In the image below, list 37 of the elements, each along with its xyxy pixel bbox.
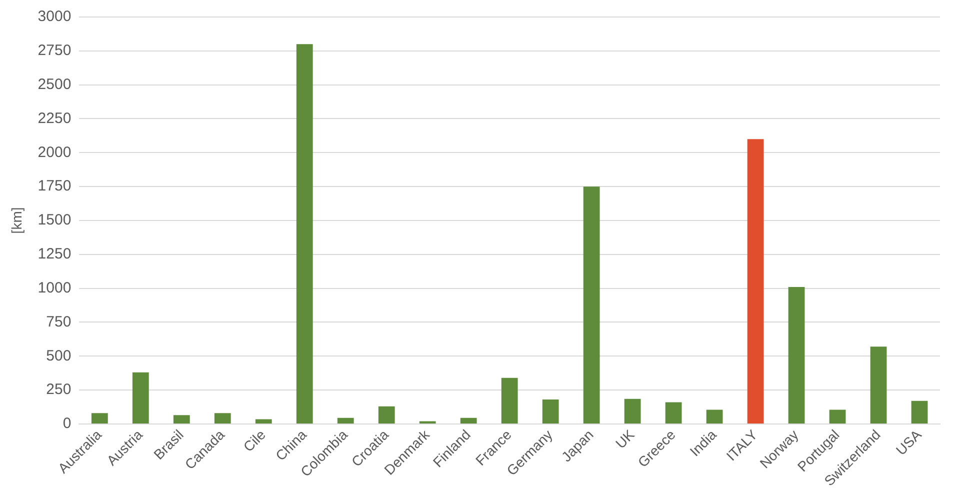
y-tick-label: 750 <box>46 313 72 330</box>
bar <box>337 418 354 424</box>
y-tick-label: 1250 <box>38 246 72 263</box>
y-tick-label: 2000 <box>38 144 72 161</box>
y-tick-label: 0 <box>62 415 72 432</box>
bar <box>255 419 272 424</box>
bar <box>665 402 682 424</box>
bar <box>624 398 641 424</box>
bar <box>870 346 887 424</box>
bar <box>829 410 846 424</box>
bar <box>706 410 723 424</box>
y-tick-label: 1000 <box>38 279 72 296</box>
bar <box>788 286 805 424</box>
bar <box>378 406 395 424</box>
bar <box>132 372 149 424</box>
y-tick-label: 500 <box>46 347 72 364</box>
bar <box>747 139 764 424</box>
bar <box>501 378 518 424</box>
bar <box>214 413 231 424</box>
x-tick-label: UK <box>612 426 638 452</box>
y-tick-label: 1500 <box>38 212 72 229</box>
x-tick-label: Cile <box>240 426 269 455</box>
bar <box>91 413 108 424</box>
y-tick-label: 2250 <box>38 110 72 127</box>
bar <box>296 44 313 424</box>
bar <box>911 400 928 424</box>
bar <box>173 415 190 424</box>
y-tick-label: 1750 <box>38 178 72 195</box>
y-axis-title: [km] <box>8 207 24 234</box>
y-tick-label: 3000 <box>38 8 72 26</box>
bar <box>542 400 559 424</box>
y-tick-label: 250 <box>46 381 72 398</box>
y-tick-label: 2750 <box>38 42 72 60</box>
y-tick-label: 2500 <box>38 76 72 93</box>
bar <box>583 186 600 424</box>
bar <box>460 418 477 424</box>
x-tick-label: USA <box>892 426 925 458</box>
